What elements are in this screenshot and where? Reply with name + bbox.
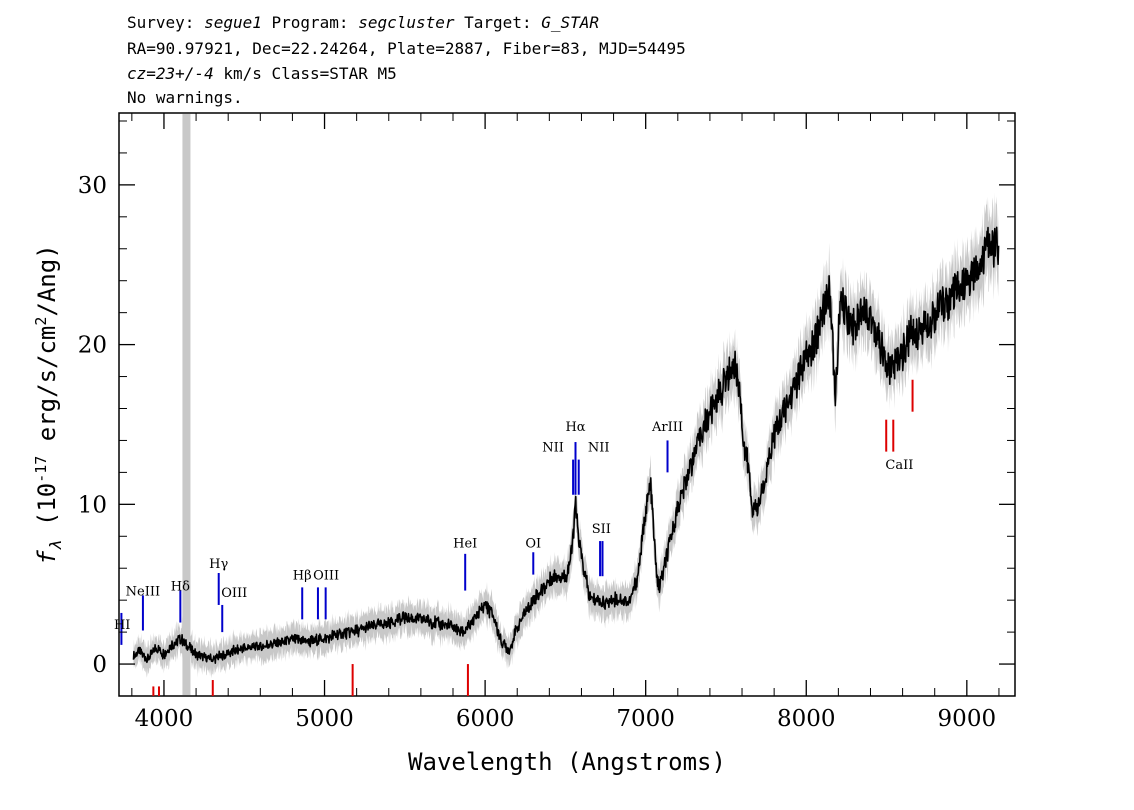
line-label-neiii: NeIII — [126, 584, 160, 599]
x-tick-label: 5000 — [295, 706, 354, 732]
header-line-2: RA=90.97921, Dec=22.24264, Plate=2887, F… — [127, 39, 686, 58]
y-title-sub: λ — [46, 541, 65, 551]
masked-band — [182, 114, 191, 695]
x-axis-title: Wavelength (Angstroms) — [408, 748, 726, 776]
error-band-layer — [133, 192, 999, 679]
line-label-oiii: OIII — [313, 568, 339, 583]
line-label-hα: Hα — [565, 420, 585, 435]
y-title-p2: erg/s/cm — [33, 326, 61, 456]
x-tick-label: 7000 — [616, 706, 675, 732]
error-band — [133, 192, 999, 679]
y-tick-label: 20 — [78, 333, 107, 359]
header-line-1: Survey: segue1 Program: segcluster Targe… — [127, 13, 600, 32]
plot-frame — [118, 112, 1016, 697]
line-label-nii: NII — [542, 441, 564, 456]
line-label-hδ: Hδ — [171, 580, 190, 595]
line-label-nii: NII — [588, 441, 610, 456]
y-title-p3: /Ang) — [33, 244, 61, 316]
line-label-hi: HI — [114, 618, 130, 633]
y-title-exp: -17 — [32, 456, 50, 483]
header-line-4: No warnings. — [127, 88, 243, 107]
line-label-hei: HeI — [453, 536, 477, 551]
x-tick-label: 8000 — [777, 706, 836, 732]
line-label-caii: CaII — [885, 458, 913, 473]
y-title-p1: (10 — [33, 483, 61, 541]
x-tick-label: 4000 — [135, 706, 194, 732]
line-label-hγ: Hγ — [209, 557, 228, 572]
line-label-oi: OI — [525, 536, 541, 551]
y-title-exp2: 2 — [32, 317, 50, 326]
y-tick-label: 10 — [78, 492, 107, 518]
masked-band-layer — [182, 114, 191, 695]
flux-line — [132, 226, 1000, 665]
header-line-3: cz=23+/-4 km/s Class=STAR M5 — [127, 64, 397, 83]
x-tick-label: 9000 — [938, 706, 997, 732]
flux-layer — [132, 226, 1000, 665]
line-label-oiii: OIII — [221, 586, 247, 601]
y-tick-label: 0 — [92, 652, 107, 678]
axis-ticks-layer: 4000 5000 6000 7000 8000 9000 0 10 20 30 — [78, 113, 1015, 732]
y-axis-title: fλ (10-17 erg/s/cm2/Ang) — [32, 244, 65, 564]
line-label-hβ: Hβ — [293, 568, 312, 583]
y-title-f: f — [33, 550, 61, 565]
line-label-ariii: ArIII — [651, 420, 683, 435]
line-label-sii: SII — [592, 522, 611, 537]
y-tick-label: 30 — [78, 173, 107, 199]
x-tick-label: 6000 — [456, 706, 515, 732]
